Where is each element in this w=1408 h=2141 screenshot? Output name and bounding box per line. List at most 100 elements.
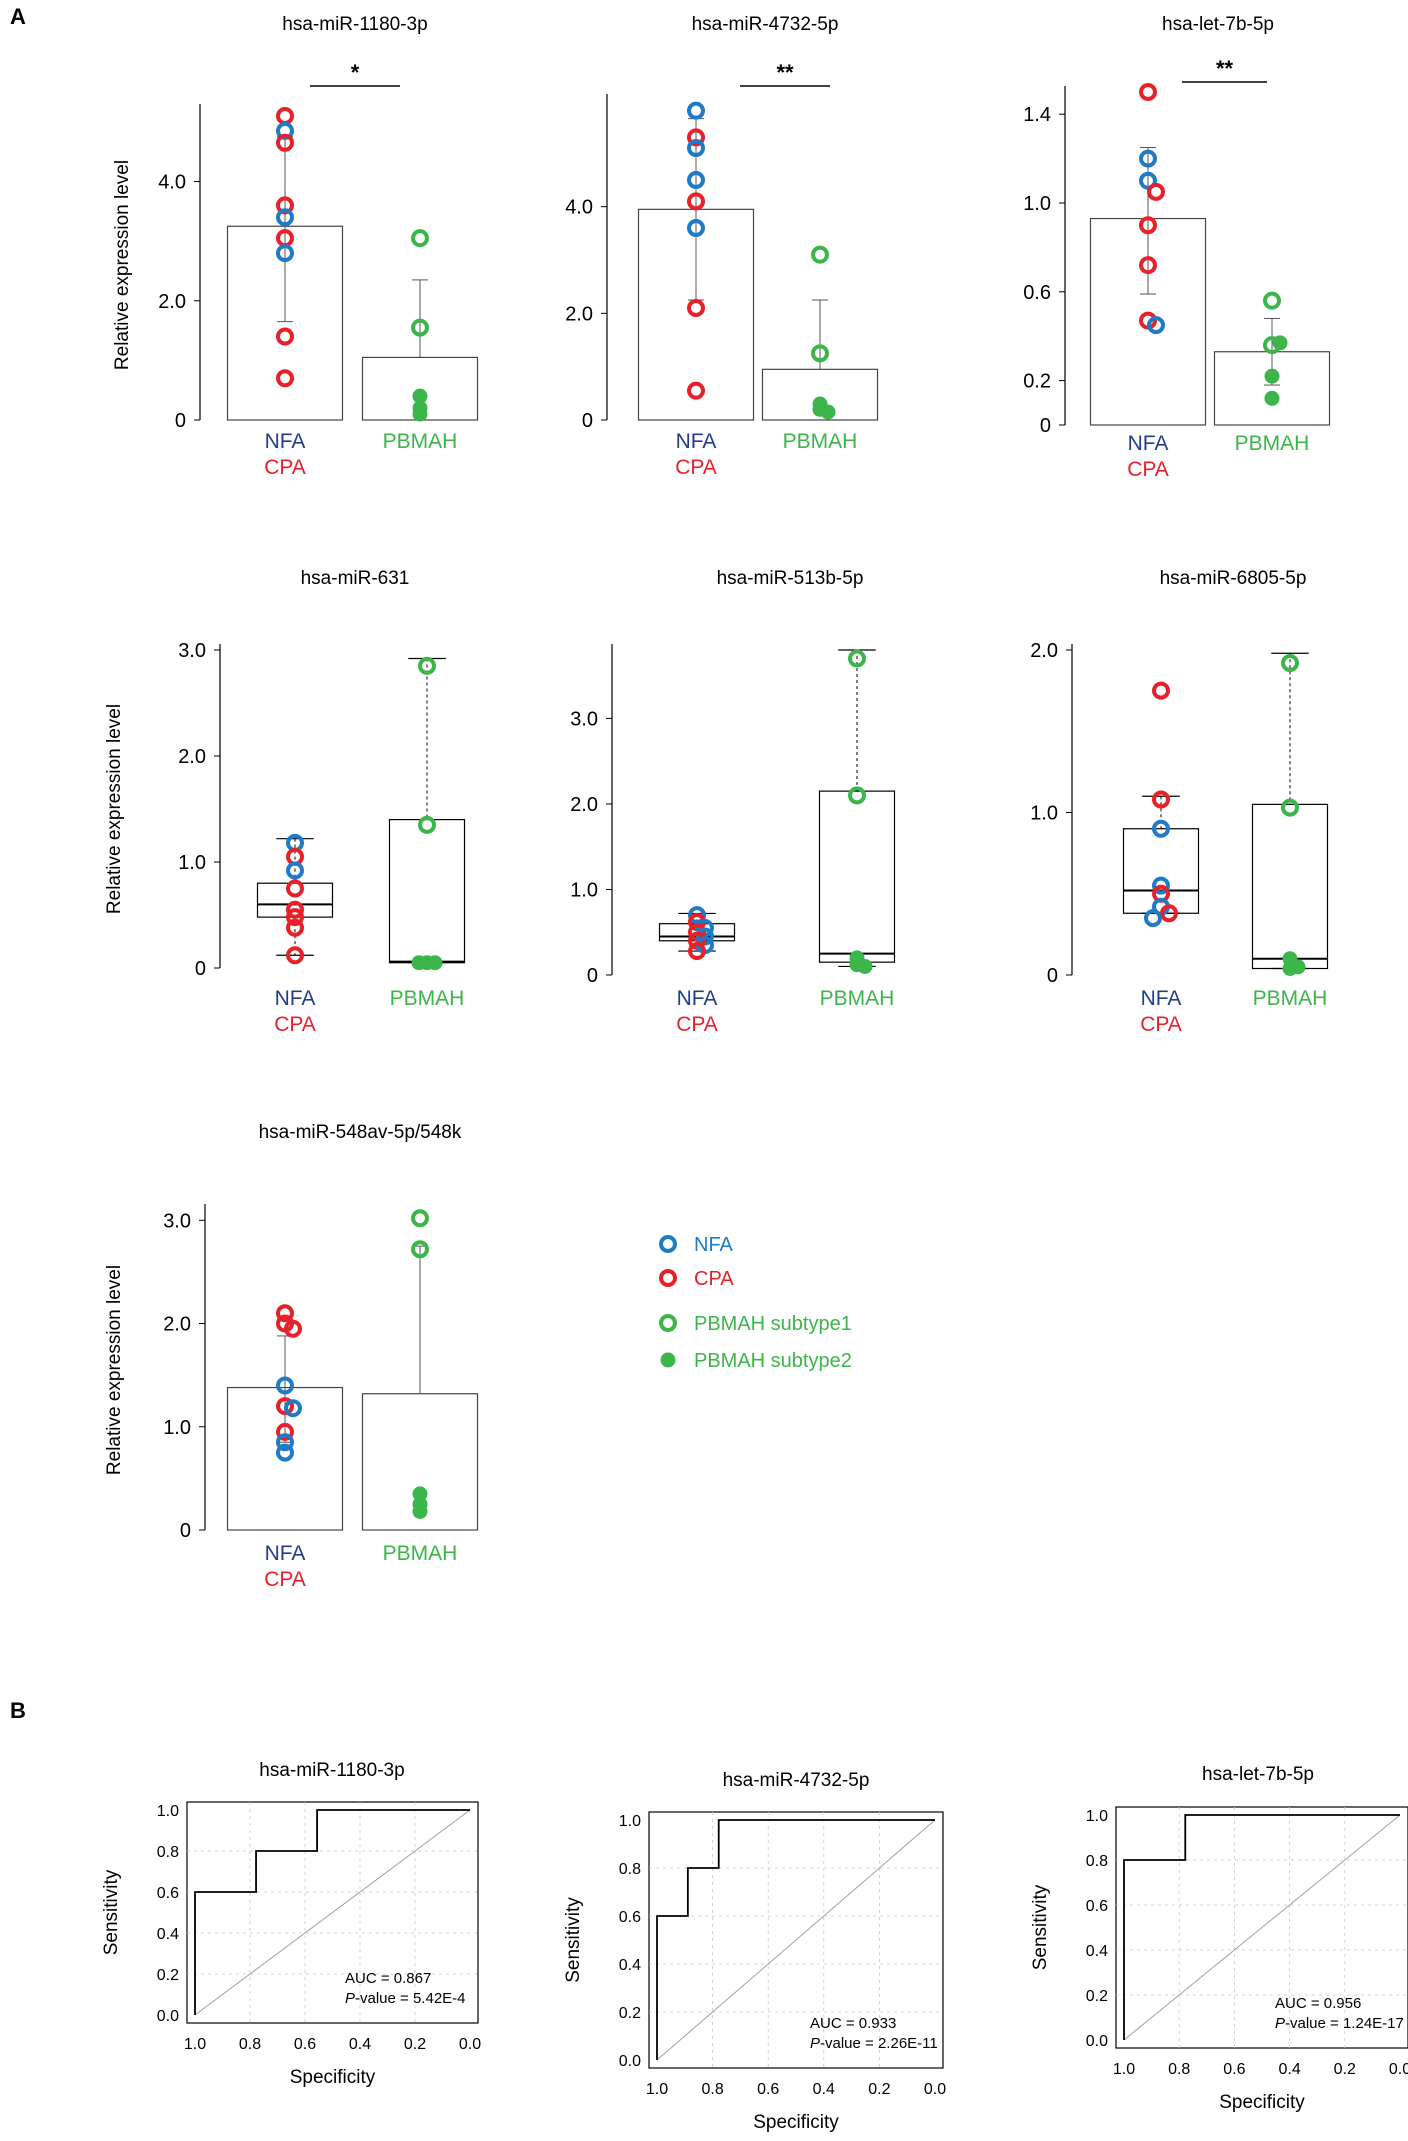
data-point-box2-sub1-9 <box>848 786 866 805</box>
y-axis-label-box1: Relative expression level <box>104 704 125 914</box>
box-box2-1 <box>818 790 896 963</box>
data-point-bar4-sub1-10 <box>411 1240 429 1259</box>
p-value-roc3: -value = 1.24E-17 <box>1285 2015 1404 2032</box>
data-point-bar1-cpa-7 <box>276 327 294 346</box>
data-point-box1-sub2-11 <box>427 955 443 971</box>
y-tick-label-roc1-0: 0.0 <box>157 2008 179 2025</box>
y-tick-label-roc2-4: 0.8 <box>619 1861 641 1878</box>
data-point-bar1-nfa-4 <box>276 208 294 227</box>
data-point-bar4-cpa-6 <box>276 1422 294 1441</box>
x-tick-label-roc1-4: 0.8 <box>239 2036 261 2053</box>
y-axis-label-bar1: Relative expression level <box>112 160 133 370</box>
y-tick-label-box2-2: 2.0 <box>570 794 598 816</box>
p-value-roc1: -value = 5.42E-4 <box>355 1990 466 2007</box>
panel-label-a: A <box>10 4 26 29</box>
x-tick-label-roc3-0: 0.0 <box>1389 2061 1408 2078</box>
chart-title-roc2: hsa-miR-4732-5p <box>723 1770 870 1791</box>
legend-marker-sub2 <box>660 1352 676 1368</box>
data-point-box3-sub2-12 <box>1282 961 1298 976</box>
group-label-cpa-bar4: CPA <box>264 1568 306 1591</box>
chart-title-bar4: hsa-miR-548av-5p/548k <box>259 1122 462 1143</box>
group-label-nfa-box2: NFA <box>677 987 718 1010</box>
chart-title-box3: hsa-miR-6805-5p <box>1160 568 1307 589</box>
data-point-bar2-cpa-7 <box>687 381 705 400</box>
x-tick-label-roc1-2: 0.4 <box>349 2036 371 2053</box>
y-tick-label-roc1-5: 1.0 <box>157 1803 179 1820</box>
y-tick-label-roc3-0: 0.0 <box>1086 2033 1108 2050</box>
data-point-bar4-sub2-13 <box>412 1503 428 1519</box>
data-point-box1-sub1-8 <box>418 656 436 675</box>
data-point-box1-cpa-3 <box>286 879 304 898</box>
legend-marker-sub1 <box>659 1314 677 1332</box>
x-tick-label-roc3-4: 0.8 <box>1168 2061 1190 2078</box>
data-point-bar1-cpa-2 <box>276 133 294 152</box>
chart-title-bar2: hsa-miR-4732-5p <box>692 14 839 35</box>
data-point-bar1-nfa-1 <box>276 121 294 140</box>
chart-title-box1: hsa-miR-631 <box>301 568 410 589</box>
x-tick-label-roc1-5: 1.0 <box>184 2036 206 2053</box>
diagonal-reference-roc1 <box>194 1809 471 2016</box>
group-label-pbmah-box2: PBMAH <box>820 987 895 1010</box>
data-point-bar4-nfa-8 <box>276 1443 294 1462</box>
y-tick-label-bar1-1: 2.0 <box>158 291 186 313</box>
data-point-bar4-cpa-0 <box>276 1304 294 1323</box>
x-tick-label-roc3-2: 0.4 <box>1278 2061 1300 2078</box>
y-tick-label-bar1-0: 0 <box>175 410 186 432</box>
y-tick-label-bar2-0: 0 <box>582 410 593 432</box>
data-point-bar2-nfa-2 <box>687 139 705 157</box>
group-label-pbmah-box3: PBMAH <box>1253 987 1328 1010</box>
group-label-nfa-box3: NFA <box>1141 987 1182 1010</box>
y-tick-label-roc1-1: 0.2 <box>157 1967 179 1984</box>
data-point-bar4-nfa-5 <box>284 1399 302 1418</box>
group-label-cpa-bar1: CPA <box>264 456 306 479</box>
chart-title-bar3: hsa-let-7b-5p <box>1162 14 1274 35</box>
y-tick-label-box3-1: 1.0 <box>1030 803 1058 825</box>
y-tick-label-roc3-1: 0.2 <box>1086 1988 1108 2005</box>
data-point-box1-cpa-4 <box>286 900 304 919</box>
data-point-box2-sub1-8 <box>848 649 866 668</box>
group-label-pbmah-bar3: PBMAH <box>1235 432 1310 455</box>
chart-title-box2: hsa-miR-513b-5p <box>717 568 864 589</box>
chart-title-bar1: hsa-miR-1180-3p <box>282 14 427 35</box>
group-label-pbmah-bar4: PBMAH <box>383 1542 458 1565</box>
y-tick-label-bar4-0: 0 <box>180 1520 191 1542</box>
group-label-cpa-bar3: CPA <box>1127 458 1169 481</box>
group-label-nfa-bar4: NFA <box>265 1542 306 1565</box>
roc-curve-roc2 <box>656 1819 935 2060</box>
significance-mark-bar2: ** <box>776 60 794 85</box>
data-point-box3-nfa-2 <box>1152 819 1170 838</box>
p-label-roc1: P <box>345 1990 355 2007</box>
y-tick-label-box2-0: 0 <box>587 965 598 987</box>
data-point-bar3-cpa-4 <box>1139 216 1157 235</box>
data-point-box2-sub2-12 <box>857 958 873 974</box>
p-value-text-roc2: P-value = 2.26E-11 <box>810 2035 938 2052</box>
x-tick-label-roc2-1: 0.2 <box>868 2081 890 2098</box>
data-point-box1-cpa-5 <box>286 908 304 927</box>
data-point-box1-sub2-12 <box>411 955 427 971</box>
y-tick-label-bar3-0: 0 <box>1040 415 1051 437</box>
y-tick-label-box1-3: 3.0 <box>178 640 206 662</box>
data-point-bar3-cpa-5 <box>1139 256 1157 275</box>
data-point-bar2-sub1-9 <box>811 344 829 363</box>
x-axis-label-roc2: Specificity <box>753 2112 839 2133</box>
y-axis-label-roc3: Sensitivity <box>1030 1884 1051 1970</box>
data-point-bar4-cpa-2 <box>284 1319 302 1338</box>
y-tick-label-bar4-3: 3.0 <box>163 1210 191 1232</box>
group-label-nfa-bar3: NFA <box>1128 432 1169 455</box>
data-point-box3-sub1-9 <box>1281 798 1299 817</box>
y-axis-label-roc1: Sensitivity <box>101 1869 122 1955</box>
y-tick-label-roc3-2: 0.4 <box>1086 1943 1108 1960</box>
data-point-bar3-sub2-10 <box>1272 335 1288 351</box>
p-value-text-roc1: P-value = 5.42E-4 <box>345 1990 466 2007</box>
y-tick-label-box2-1: 1.0 <box>570 879 598 901</box>
y-tick-label-roc1-2: 0.4 <box>157 1926 179 1943</box>
y-tick-label-box2-3: 3.0 <box>570 708 598 730</box>
data-point-bar3-sub1-8 <box>1263 291 1281 310</box>
group-label-pbmah-bar1: PBMAH <box>383 430 458 453</box>
p-value-text-roc3: P-value = 1.24E-17 <box>1275 2015 1404 2032</box>
roc-curve-roc3 <box>1123 1814 1400 2040</box>
x-axis-label-roc1: Specificity <box>290 2067 376 2088</box>
data-point-bar1-sub2-13 <box>412 406 428 422</box>
panel-label-b: B <box>10 1698 26 1723</box>
x-tick-label-roc2-5: 1.0 <box>646 2081 668 2098</box>
